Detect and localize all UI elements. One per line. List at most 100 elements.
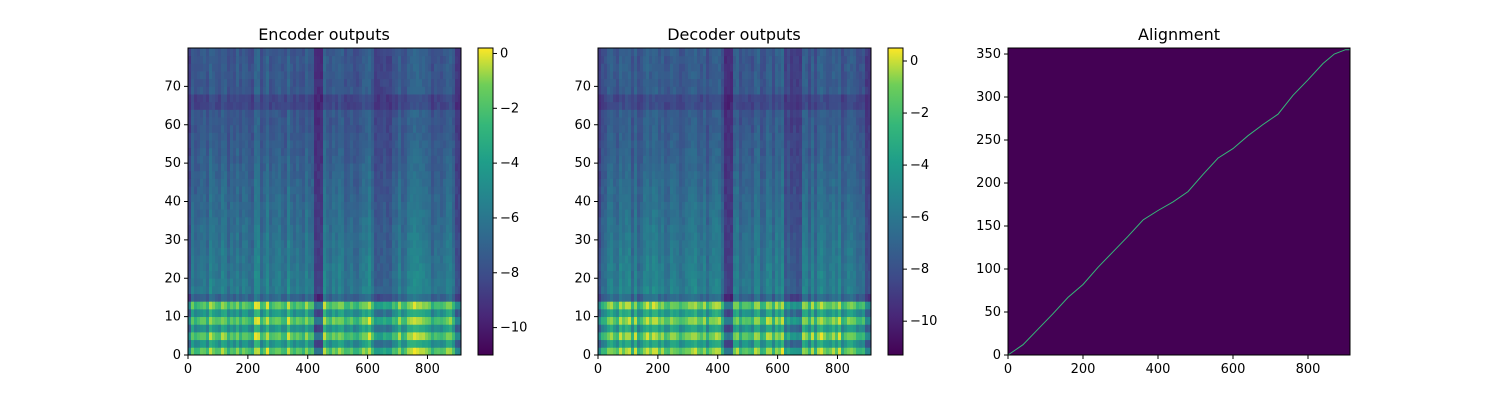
heatmap-cell <box>365 317 368 325</box>
y-tick-label: 50 <box>164 156 181 171</box>
heatmap-cell <box>730 286 733 294</box>
heatmap-cell <box>290 194 293 202</box>
heatmap-cell <box>254 301 257 309</box>
heatmap-cell <box>188 117 191 125</box>
heatmap-cell <box>625 255 628 263</box>
heatmap-cell <box>383 332 386 340</box>
heatmap-cell <box>239 79 242 87</box>
heatmap-cell <box>446 109 449 117</box>
heatmap-cell <box>416 109 419 117</box>
heatmap-cell <box>347 194 350 202</box>
heatmap-cell <box>278 332 281 340</box>
heatmap-cell <box>811 255 814 263</box>
heatmap-cell <box>679 248 682 256</box>
heatmap-cell <box>317 109 320 117</box>
heatmap-cell <box>796 255 799 263</box>
heatmap-cell <box>215 148 218 156</box>
heatmap-cell <box>380 340 383 348</box>
heatmap-cell <box>422 132 425 140</box>
heatmap-cell <box>323 340 326 348</box>
heatmap-cell <box>802 309 805 317</box>
heatmap-cell <box>281 263 284 271</box>
heatmap-cell <box>754 255 757 263</box>
heatmap-cell <box>407 347 410 355</box>
heatmap-cell <box>404 309 407 317</box>
heatmap-cell <box>227 109 230 117</box>
heatmap-cell <box>434 194 437 202</box>
heatmap-cell <box>257 171 260 179</box>
heatmap-cell <box>425 332 428 340</box>
heatmap-cell <box>437 125 440 133</box>
heatmap-cell <box>221 102 224 110</box>
heatmap-cell <box>266 163 269 171</box>
heatmap-cell <box>212 271 215 279</box>
heatmap-cell <box>386 263 389 271</box>
heatmap-cell <box>419 294 422 302</box>
heatmap-cell <box>347 63 350 71</box>
heatmap-cell <box>233 301 236 309</box>
heatmap-cell <box>422 202 425 210</box>
heatmap-cell <box>299 132 302 140</box>
heatmap-cell <box>188 209 191 217</box>
heatmap-cell <box>245 278 248 286</box>
heatmap-cell <box>416 94 419 102</box>
heatmap-cell <box>284 155 287 163</box>
heatmap-cell <box>601 340 604 348</box>
heatmap-cell <box>224 148 227 156</box>
heatmap-cell <box>413 140 416 148</box>
heatmap-cell <box>251 148 254 156</box>
heatmap-cell <box>434 271 437 279</box>
heatmap-cell <box>221 294 224 302</box>
heatmap-cell <box>419 102 422 110</box>
heatmap-cell <box>847 248 850 256</box>
heatmap-cell <box>407 125 410 133</box>
heatmap-cell <box>410 148 413 156</box>
heatmap-cell <box>254 347 257 355</box>
heatmap-cell <box>847 309 850 317</box>
heatmap-cell <box>335 56 338 64</box>
heatmap-cell <box>245 132 248 140</box>
heatmap-cell <box>452 56 455 64</box>
heatmap-cell <box>835 271 838 279</box>
heatmap-cell <box>281 225 284 233</box>
heatmap-cell <box>230 202 233 210</box>
heatmap-cell <box>281 102 284 110</box>
heatmap-cell <box>386 324 389 332</box>
heatmap-cell <box>221 132 224 140</box>
heatmap-cell <box>859 278 862 286</box>
heatmap-cell <box>416 117 419 125</box>
heatmap-cell <box>428 56 431 64</box>
heatmap-cell <box>817 286 820 294</box>
heatmap-cell <box>281 301 284 309</box>
heatmap-cell <box>377 347 380 355</box>
heatmap-cell <box>664 317 667 325</box>
heatmap-cell <box>452 94 455 102</box>
heatmap-cell <box>841 317 844 325</box>
heatmap-cell <box>389 140 392 148</box>
heatmap-cell <box>395 324 398 332</box>
heatmap-cell <box>368 155 371 163</box>
heatmap-cell <box>263 324 266 332</box>
heatmap-cell <box>236 347 239 355</box>
heatmap-cell <box>371 125 374 133</box>
heatmap-cell <box>691 347 694 355</box>
heatmap-cell <box>865 301 868 309</box>
heatmap-cell <box>197 278 200 286</box>
heatmap-cell <box>724 255 727 263</box>
heatmap-cell <box>640 340 643 348</box>
heatmap-cell <box>326 225 329 233</box>
heatmap-cell <box>694 340 697 348</box>
heatmap-cell <box>257 202 260 210</box>
heatmap-cell <box>242 278 245 286</box>
heatmap-cell <box>305 271 308 279</box>
heatmap-cell <box>299 163 302 171</box>
heatmap-cell <box>763 255 766 263</box>
heatmap-cell <box>263 109 266 117</box>
heatmap-cell <box>820 347 823 355</box>
heatmap-cell <box>230 79 233 87</box>
heatmap-cell <box>434 132 437 140</box>
heatmap-cell <box>248 271 251 279</box>
heatmap-cell <box>712 294 715 302</box>
heatmap-cell <box>284 324 287 332</box>
heatmap-cell <box>326 125 329 133</box>
